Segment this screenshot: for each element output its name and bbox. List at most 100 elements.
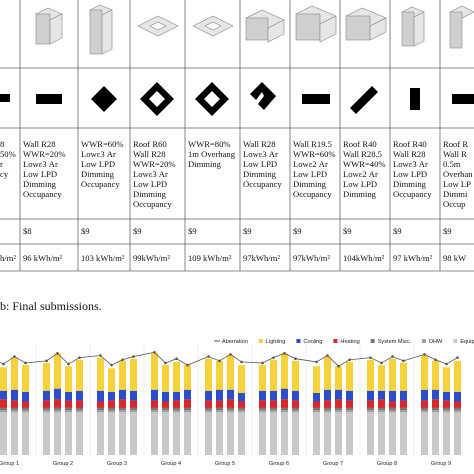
cost: $9	[293, 226, 302, 236]
bar-segment	[162, 410, 169, 413]
bar-segment	[378, 365, 385, 391]
aberration-point	[434, 358, 437, 362]
bar-segment	[227, 407, 234, 411]
bar-segment	[324, 389, 331, 401]
bar-segment	[151, 400, 158, 408]
spec-line: Dimmi	[443, 189, 468, 199]
bar-segment	[313, 407, 320, 411]
bar-segment	[173, 410, 180, 413]
bar-segment	[313, 412, 320, 455]
bar-segment	[227, 412, 234, 455]
bar-segment	[335, 399, 342, 408]
bar-segment	[313, 366, 320, 393]
aberration-point	[272, 356, 275, 359]
bar-segment	[443, 410, 450, 413]
aberration-point	[121, 358, 124, 362]
bar-segment	[270, 407, 277, 411]
bar-segment	[119, 407, 126, 411]
spec-line: Low LPD	[343, 179, 377, 189]
bar-segment	[173, 412, 180, 455]
group-label: Group 8	[377, 461, 397, 467]
bar-segment	[97, 412, 104, 455]
spec-line: Low LPD	[293, 169, 327, 179]
spec-line: Wall R28	[23, 139, 56, 149]
aberration-point	[13, 355, 16, 358]
bar-segment	[76, 410, 83, 413]
bar-segment	[108, 400, 115, 408]
group-label: Group 1	[0, 461, 19, 467]
bar-segment	[270, 410, 277, 413]
aberration-point	[78, 356, 81, 359]
aberration-point	[110, 363, 113, 367]
bar-segment	[22, 412, 29, 455]
spec-line: Roof R60	[133, 139, 167, 149]
bar-segment	[443, 407, 450, 411]
bar-segment	[65, 366, 72, 392]
bar-segment	[108, 407, 115, 411]
bar-segment	[76, 390, 83, 401]
bar-segment	[443, 412, 450, 455]
aberration-line	[0, 351, 458, 367]
bar-segment	[130, 410, 137, 413]
bar-segment	[367, 359, 374, 391]
bar-segment	[238, 407, 245, 411]
bar-segment	[205, 390, 212, 401]
bar-segment	[281, 388, 288, 400]
group-label: Group 5	[215, 461, 235, 467]
bar-segment	[281, 407, 288, 411]
spec-line: Dimming	[133, 189, 167, 199]
bar-segment	[54, 388, 61, 400]
bar-segment	[400, 410, 407, 413]
bar-segment	[227, 389, 234, 400]
bar-segment	[281, 410, 288, 413]
bar-segment	[184, 399, 191, 408]
bar-segment	[292, 412, 299, 455]
bar-segment	[367, 412, 374, 455]
bar-segment	[65, 400, 72, 408]
spec-line: WWR=60%	[81, 139, 124, 149]
bar-segment	[324, 412, 331, 455]
spec-line: Wall R	[443, 149, 467, 159]
bar-segment	[259, 407, 266, 411]
bar-segment	[151, 407, 158, 411]
legend-swatch	[296, 339, 301, 343]
bar-segment	[432, 389, 439, 400]
bar-segment	[173, 407, 180, 411]
bar-segment	[238, 401, 245, 408]
bar-segment	[11, 407, 18, 411]
energy: 97 kWh/m²	[393, 253, 433, 263]
aberration-point	[67, 362, 70, 366]
spec-line: r	[0, 159, 3, 169]
bar-segment	[108, 410, 115, 413]
bar-segment	[76, 412, 83, 455]
bar-segment	[205, 410, 212, 413]
spec-line: Lowε3 Ar	[133, 169, 168, 179]
bar-segment	[216, 410, 223, 413]
bar-segment	[270, 390, 277, 401]
spec-line: Occupancy	[293, 189, 332, 199]
bar-segment	[421, 412, 428, 455]
bar-segment	[238, 412, 245, 455]
bar-segment	[97, 410, 104, 413]
bar-segment	[130, 407, 137, 411]
bar-segment	[97, 357, 104, 391]
bar-segment	[378, 407, 385, 411]
bar-segment	[389, 407, 396, 411]
bar-segment	[378, 390, 385, 400]
spec-line: Wall R28	[133, 149, 166, 159]
bar-segment	[389, 410, 396, 413]
bar-segment	[324, 356, 331, 390]
legend-label: Cooling	[303, 339, 322, 345]
spec-line: Dimming	[23, 179, 57, 189]
bar-segment	[43, 390, 50, 401]
bar-segment	[432, 407, 439, 411]
aberration-point	[218, 359, 221, 363]
aberration-point	[175, 357, 178, 361]
bar-segment	[281, 353, 288, 389]
aberration-point	[229, 353, 232, 356]
bar-segment	[346, 407, 353, 411]
bar-segment	[119, 360, 126, 390]
bar-segment	[151, 389, 158, 401]
bar-segment	[130, 412, 137, 455]
bar-segment	[162, 412, 169, 455]
